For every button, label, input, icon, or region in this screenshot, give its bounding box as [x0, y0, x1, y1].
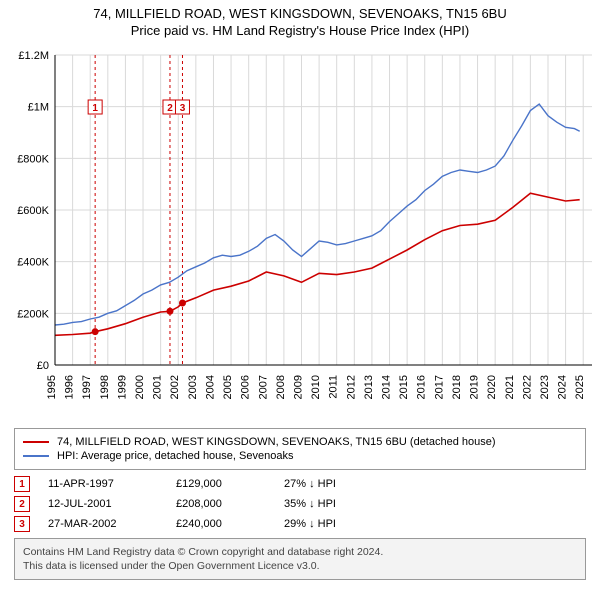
transaction-marker: 1: [14, 476, 30, 492]
x-tick-label: 1999: [116, 375, 128, 399]
y-tick-label: £600K: [17, 205, 49, 217]
x-tick-label: 2018: [451, 375, 463, 399]
x-tick-label: 1995: [46, 375, 58, 399]
x-tick-label: 2016: [416, 375, 428, 399]
sale-dot: [166, 308, 173, 315]
transaction-row: 2 12-JUL-2001 £208,000 35% ↓ HPI: [14, 496, 586, 512]
x-tick-label: 2005: [222, 375, 234, 399]
legend-swatch: [23, 455, 49, 457]
x-tick-label: 1996: [64, 375, 76, 399]
legend-label: 74, MILLFIELD ROAD, WEST KINGSDOWN, SEVE…: [57, 436, 496, 448]
x-tick-label: 2014: [381, 375, 393, 399]
transaction-marker: 3: [14, 516, 30, 532]
transaction-delta: 29% ↓ HPI: [284, 518, 374, 530]
x-tick-label: 2021: [504, 375, 516, 399]
x-tick-label: 2001: [152, 375, 164, 399]
x-tick-label: 2022: [521, 375, 533, 399]
x-tick-label: 2000: [134, 375, 146, 399]
legend-item: HPI: Average price, detached house, Seve…: [23, 450, 577, 462]
chart-area: £0 £200K £400K £600K £800K £1M £1.2M 1995 1996 19…: [0, 40, 600, 420]
y-tick-label: £1M: [28, 102, 49, 114]
x-tick-label: 2017: [433, 375, 445, 399]
transaction-price: £240,000: [176, 518, 266, 530]
x-tick-label: 2008: [275, 375, 287, 399]
chart-title-block: 74, MILLFIELD ROAD, WEST KINGSDOWN, SEVE…: [0, 0, 600, 40]
legend: 74, MILLFIELD ROAD, WEST KINGSDOWN, SEVE…: [14, 428, 586, 470]
y-tick-label: £400K: [17, 257, 49, 269]
x-tick-label: 2023: [539, 375, 551, 399]
x-tick-label: 1997: [81, 375, 93, 399]
sale-dot: [92, 328, 99, 335]
x-tick-label: 2013: [363, 375, 375, 399]
transaction-delta: 27% ↓ HPI: [284, 478, 374, 490]
sale-dot: [179, 300, 186, 307]
svg-text:3: 3: [180, 103, 186, 114]
x-tick-label: 1998: [99, 375, 111, 399]
transaction-marker: 2: [14, 496, 30, 512]
x-tick-label: 2010: [310, 375, 322, 399]
x-tick-label: 2011: [328, 375, 340, 399]
y-tick-label: £200K: [17, 308, 49, 320]
x-tick-label: 2015: [398, 375, 410, 399]
transaction-row: 3 27-MAR-2002 £240,000 29% ↓ HPI: [14, 516, 586, 532]
svg-text:2: 2: [167, 103, 173, 114]
title-line-1: 74, MILLFIELD ROAD, WEST KINGSDOWN, SEVE…: [10, 6, 590, 21]
transaction-row: 1 11-APR-1997 £129,000 27% ↓ HPI: [14, 476, 586, 492]
transaction-price: £208,000: [176, 498, 266, 510]
x-tick-label: 2002: [169, 375, 181, 399]
transaction-date: 11-APR-1997: [48, 478, 158, 490]
transaction-table: 1 11-APR-1997 £129,000 27% ↓ HPI 2 12-JUL-200…: [14, 476, 586, 532]
x-tick-label: 2012: [345, 375, 357, 399]
page-root: 74, MILLFIELD ROAD, WEST KINGSDOWN, SEVE…: [0, 0, 600, 580]
x-tick-label: 2003: [187, 375, 199, 399]
footer-line-1: Contains HM Land Registry data © Crown c…: [23, 545, 577, 559]
svg-text:1: 1: [92, 103, 98, 114]
line-chart: £0 £200K £400K £600K £800K £1M £1.2M 1995 1996 19…: [0, 40, 600, 420]
transaction-price: £129,000: [176, 478, 266, 490]
transaction-date: 12-JUL-2001: [48, 498, 158, 510]
x-tick-label: 2020: [486, 375, 498, 399]
x-tick-label: 2009: [292, 375, 304, 399]
y-tick-label: £800K: [17, 153, 49, 165]
y-tick-label: £0: [37, 360, 49, 372]
x-tick-label: 2025: [574, 375, 586, 399]
legend-item: 74, MILLFIELD ROAD, WEST KINGSDOWN, SEVE…: [23, 436, 577, 448]
transaction-date: 27-MAR-2002: [48, 518, 158, 530]
footer-line-2: This data is licensed under the Open Gov…: [23, 559, 577, 573]
attribution-footer: Contains HM Land Registry data © Crown c…: [14, 538, 586, 580]
x-tick-label: 2019: [469, 375, 481, 399]
transaction-delta: 35% ↓ HPI: [284, 498, 374, 510]
legend-swatch: [23, 441, 49, 443]
legend-label: HPI: Average price, detached house, Seve…: [57, 450, 293, 462]
x-tick-label: 2024: [557, 375, 569, 399]
y-tick-label: £1.2M: [18, 50, 49, 62]
x-tick-label: 2004: [204, 375, 216, 399]
x-tick-label: 2007: [257, 375, 269, 399]
x-tick-label: 2006: [240, 375, 252, 399]
title-line-2: Price paid vs. HM Land Registry's House …: [10, 23, 590, 38]
